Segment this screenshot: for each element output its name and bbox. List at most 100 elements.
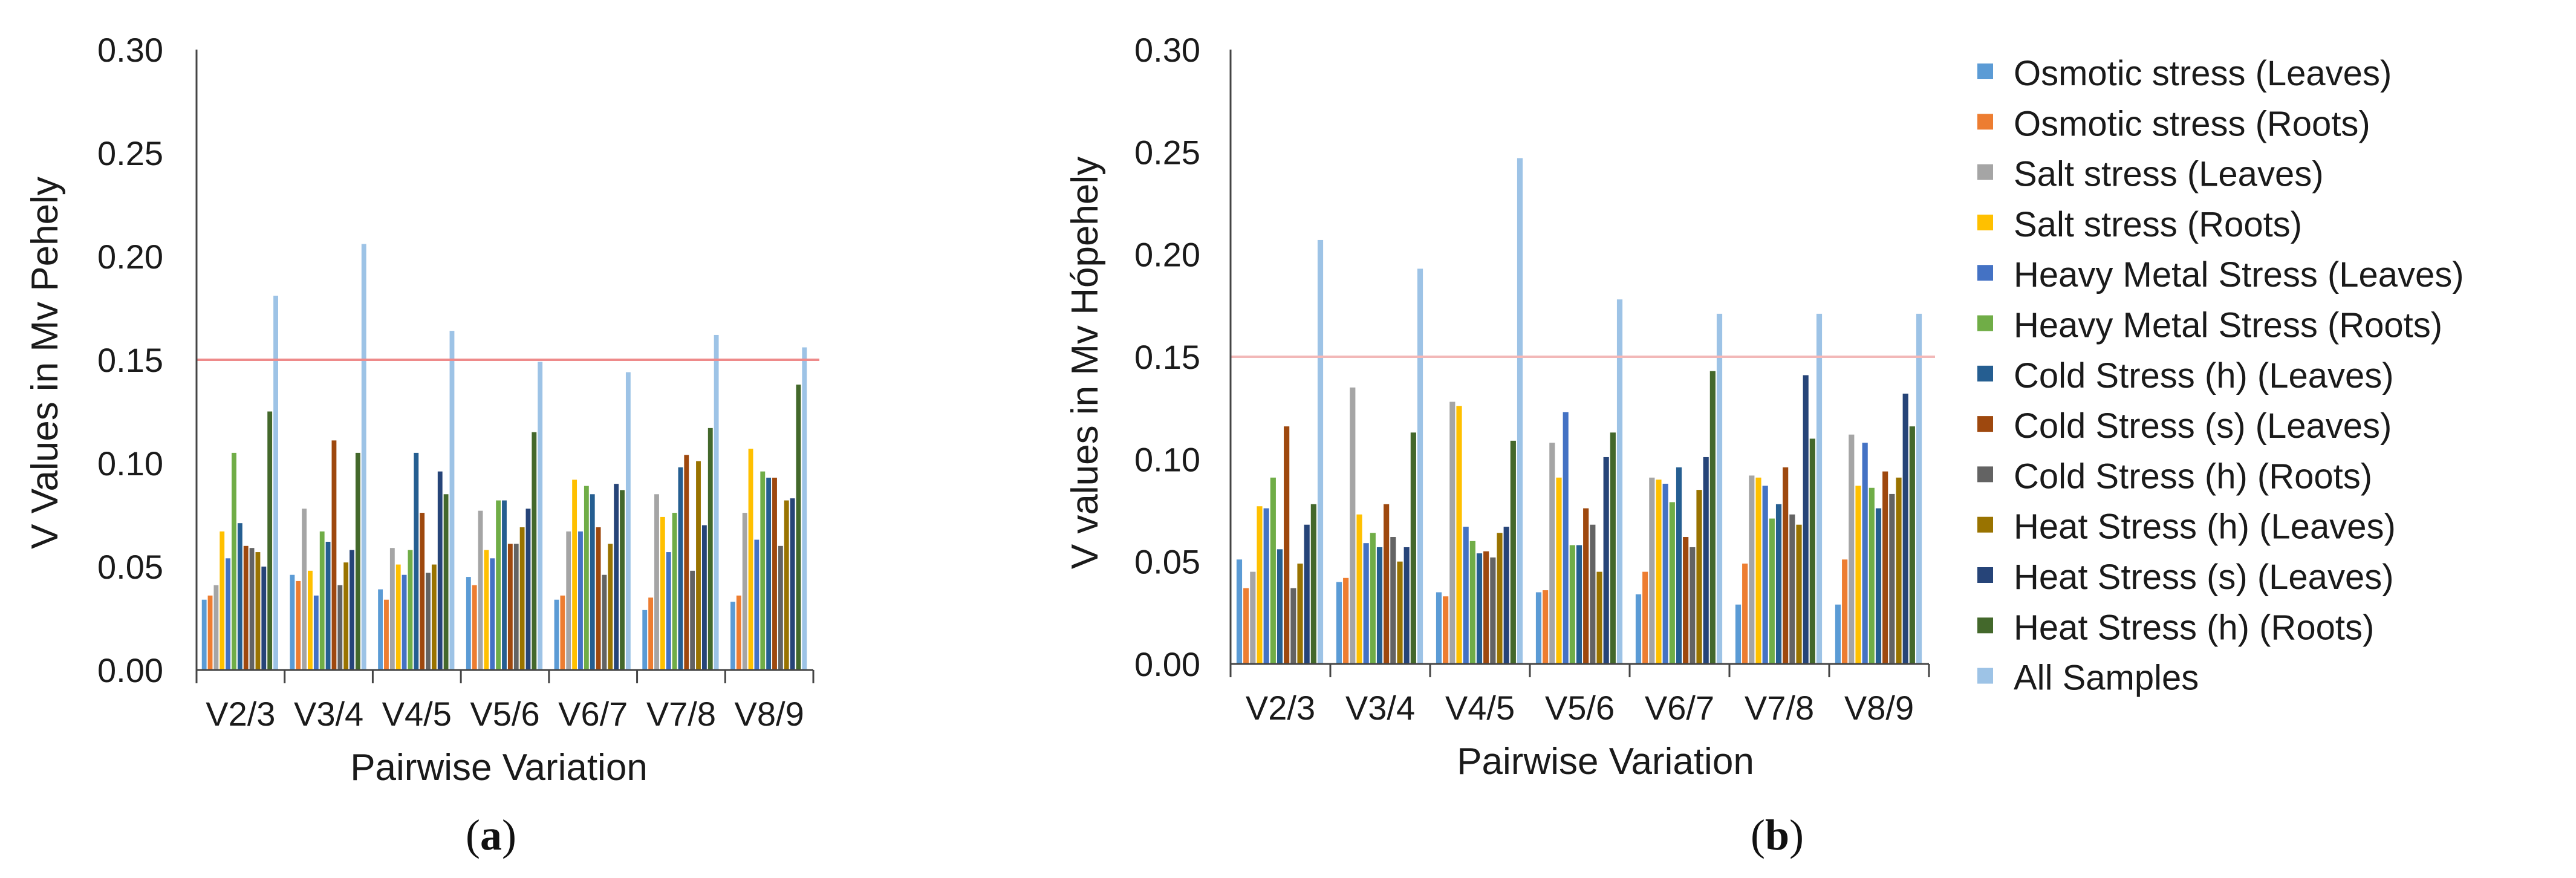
bar: [584, 486, 589, 670]
bar: [1783, 467, 1789, 664]
bar: [420, 513, 425, 670]
bar: [1410, 432, 1416, 664]
bar: [1816, 313, 1823, 664]
bar: [1676, 467, 1682, 664]
bar: [1456, 406, 1462, 664]
y-tick-label: 0.30: [1134, 31, 1200, 69]
x-tick-label: V7/8: [646, 695, 716, 733]
bar: [1842, 559, 1848, 664]
legend-label: Osmotic stress (Leaves): [2014, 54, 2392, 93]
x-tick-label: V2/3: [206, 695, 275, 733]
bar: [472, 585, 477, 670]
bar: [1909, 426, 1915, 664]
bar: [572, 480, 577, 670]
bar: [1869, 487, 1875, 664]
bar: [408, 550, 413, 670]
bar: [701, 525, 707, 670]
bars-b: [1236, 158, 1922, 665]
legend-swatch: [1977, 567, 1993, 583]
y-tick-label: 0.00: [97, 651, 163, 689]
bar: [1277, 549, 1283, 664]
bar: [772, 477, 777, 670]
bar: [1257, 506, 1263, 664]
bar: [1796, 524, 1802, 664]
bar: [760, 471, 766, 670]
bar: [1709, 371, 1716, 664]
bar: [1417, 268, 1423, 664]
bar: [1463, 527, 1469, 664]
bar: [1304, 524, 1310, 664]
panel-letter-a: a: [480, 811, 502, 859]
bar: [742, 513, 747, 670]
bar: [267, 411, 273, 670]
legend-label: Osmotic stress (Roots): [2014, 104, 2370, 143]
axes-b: [1229, 50, 1930, 677]
bar: [1902, 393, 1908, 664]
bar: [1916, 313, 1922, 664]
legend-label: Heat Stress (s) (Leaves): [2014, 558, 2394, 597]
bar: [384, 599, 389, 670]
chart-panel-a: 0.00 0.05 0.10 0.15 0.20 0.25 0.30 V2/3 V3/4 V4/…: [24, 31, 819, 859]
bar: [273, 295, 278, 671]
bar: [1510, 440, 1516, 664]
legend-label: Heat Stress (h) (Roots): [2014, 608, 2374, 647]
bar: [1284, 426, 1290, 664]
legend-swatch: [1977, 164, 1993, 180]
bar: [1716, 313, 1723, 664]
bar: [1270, 477, 1276, 664]
bar: [1769, 518, 1775, 664]
legend-label: Cold Stress (h) (Leaves): [2014, 356, 2394, 395]
legend-swatch: [1977, 214, 1993, 230]
bar: [1642, 571, 1648, 664]
bar: [1376, 547, 1383, 664]
bar: [1762, 486, 1768, 664]
x-tick-label: V7/8: [1745, 689, 1814, 727]
x-axis-title-a: Pairwise Variation: [350, 747, 648, 789]
bar: [513, 544, 519, 670]
bar: [696, 461, 701, 670]
x-tick-label: V8/9: [1844, 689, 1914, 727]
bar: [1590, 524, 1596, 664]
x-tick-label: V8/9: [735, 695, 804, 733]
bar: [625, 372, 631, 670]
bar: [201, 599, 207, 670]
bar: [319, 531, 325, 670]
x-ticks-b: V2/3 V3/4 V4/5 V5/6 V6/7 V7/8 V8/9: [1246, 689, 1914, 727]
y-tick-label: 0.20: [1134, 236, 1200, 274]
y-tick-label: 0.10: [1134, 440, 1200, 478]
bar: [1356, 514, 1362, 664]
bar: [1596, 571, 1602, 664]
bar: [538, 362, 543, 670]
bar: [1849, 434, 1855, 664]
bar: [748, 449, 753, 670]
bar: [672, 513, 677, 670]
bar: [730, 602, 735, 670]
bar: [1882, 471, 1888, 664]
bar: [778, 545, 783, 670]
legend-label: Cold Stress (h) (Roots): [2014, 457, 2372, 496]
bar: [484, 550, 489, 670]
bar: [325, 541, 331, 670]
bar: [578, 531, 583, 670]
x-tick-label: V5/6: [470, 695, 539, 733]
bar: [790, 498, 795, 670]
bar: [1649, 477, 1655, 664]
bar: [1875, 508, 1882, 664]
bar: [554, 599, 559, 670]
x-tick-label: V6/7: [558, 695, 628, 733]
bars-a: [201, 244, 807, 671]
bar: [590, 494, 595, 670]
bar: [648, 597, 654, 670]
panel-label-a: (a): [466, 811, 516, 859]
bar: [232, 452, 236, 670]
bar: [1503, 527, 1509, 664]
bar: [1476, 553, 1483, 664]
bar: [802, 347, 807, 670]
y-tick-label: 0.05: [1134, 543, 1200, 581]
bar: [754, 539, 759, 670]
bar: [566, 531, 571, 670]
y-tick-label: 0.20: [97, 238, 163, 276]
legend-label: Heavy Metal Stress (Leaves): [2014, 255, 2464, 294]
bar: [1403, 547, 1410, 664]
